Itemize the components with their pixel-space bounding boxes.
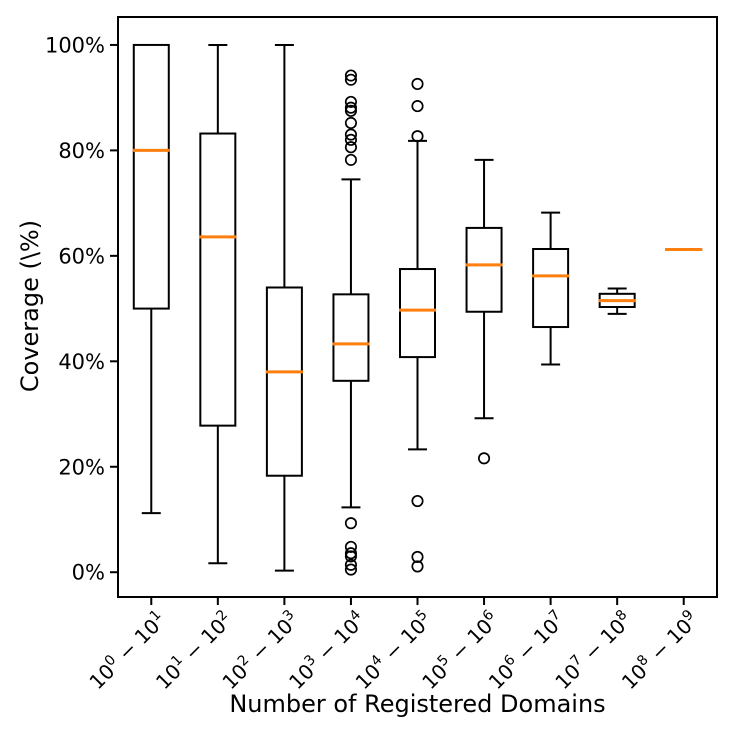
box-rect [199, 132, 237, 427]
outlier-point [411, 560, 424, 573]
outlier-point [344, 547, 357, 560]
outlier-point [344, 153, 357, 166]
outlier-point [344, 101, 357, 114]
outlier-point [344, 128, 357, 141]
y-tick-label: 40% [58, 350, 105, 374]
x-axis-label: Number of Registered Domains [229, 690, 606, 718]
outlier-point [478, 452, 491, 465]
box-rect [465, 226, 503, 313]
y-tick-label: 60% [58, 244, 105, 268]
outlier-point [411, 494, 424, 508]
outlier-point [344, 116, 357, 130]
box-group [332, 69, 370, 576]
outlier-point [344, 540, 357, 553]
box-group [265, 43, 303, 572]
box-rect [132, 43, 170, 310]
box-group [199, 43, 237, 565]
x-tick-label: 108 − 109 [616, 607, 703, 694]
box-rect [532, 248, 570, 329]
outlier-point [411, 100, 424, 113]
outlier-point [344, 550, 357, 563]
outlier-point [344, 558, 357, 571]
box-group [465, 158, 503, 465]
box-group [532, 211, 570, 366]
outlier-point [344, 141, 357, 154]
outlier-point [344, 563, 357, 576]
box-group [132, 43, 170, 515]
y-tick-label: 80% [58, 139, 105, 163]
outlier-point [344, 104, 357, 117]
y-tick-label: 20% [58, 455, 105, 479]
box-rect [332, 293, 370, 382]
box-group [598, 287, 636, 315]
outlier-point [411, 550, 424, 563]
y-tick-label: 0% [72, 561, 105, 585]
outlier-point [344, 95, 357, 108]
box-rect [399, 268, 436, 359]
box-rect [265, 286, 303, 477]
outlier-point [344, 517, 357, 530]
outlier-point [344, 133, 357, 146]
box-group [399, 77, 436, 573]
y-axis-label: Coverage (\%) [16, 219, 44, 393]
outlier-point [344, 73, 357, 86]
outlier-point [411, 77, 424, 91]
outlier-point [344, 69, 357, 82]
outlier-point [411, 130, 424, 143]
y-tick-label: 100% [45, 33, 105, 57]
